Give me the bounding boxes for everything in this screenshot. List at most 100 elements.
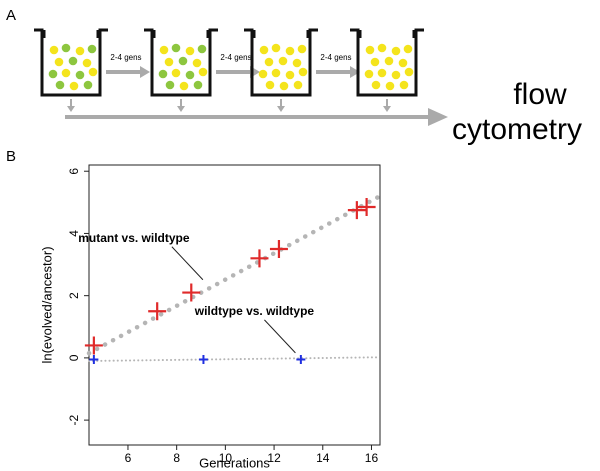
cell [192, 58, 202, 68]
trend-line [86, 193, 383, 356]
cell [385, 81, 395, 91]
step-label: 2-4 gens [110, 53, 141, 62]
cell [278, 56, 288, 66]
plot-frame [88, 164, 381, 446]
cell [158, 69, 168, 79]
cell [55, 80, 65, 90]
point [84, 336, 103, 355]
x-tick-label: 16 [365, 451, 379, 465]
beaker [144, 28, 218, 97]
beaker [350, 28, 424, 97]
cell [271, 68, 281, 78]
y-tick-label: 2 [67, 292, 81, 299]
cell [198, 67, 208, 77]
y-tick-label: 4 [67, 230, 81, 237]
y-tick-label: 6 [67, 168, 81, 175]
point [182, 283, 201, 302]
arrowhead [428, 108, 448, 126]
step-arrowhead [350, 66, 360, 78]
cell [371, 80, 381, 90]
cell [193, 80, 203, 90]
cell [285, 70, 295, 80]
y-axis-label: ln(evolved/ancestor) [39, 246, 54, 363]
diagram: flow cytometry [65, 78, 582, 146]
cell [259, 45, 269, 55]
panel-label: B [6, 148, 16, 165]
cell [75, 70, 85, 80]
cell [377, 43, 387, 53]
point [148, 302, 167, 321]
annotation: mutant vs. wildtype [78, 231, 190, 245]
cell [298, 67, 308, 77]
beaker [244, 28, 318, 97]
cell [61, 68, 71, 78]
cell [279, 81, 289, 91]
cell [377, 68, 387, 78]
output-label: cytometry [452, 113, 582, 146]
point [89, 354, 99, 364]
cell [404, 67, 414, 77]
cell [384, 56, 394, 66]
cell [297, 44, 307, 54]
cell [264, 57, 274, 67]
cell [265, 80, 275, 90]
point [198, 354, 208, 364]
cell [399, 80, 409, 90]
y-tick-label: 0 [67, 354, 81, 361]
point [347, 201, 366, 220]
down-arrowhead [383, 106, 391, 112]
x-axis-label: Generations [199, 455, 270, 470]
cell [403, 44, 413, 54]
cell [165, 80, 175, 90]
cell [82, 58, 92, 68]
x-tick-label: 10 [219, 451, 233, 465]
annotation-arrow [264, 319, 296, 354]
cell [88, 67, 98, 77]
cell [171, 43, 181, 53]
annotation-arrow [171, 246, 204, 281]
cell [391, 46, 401, 56]
cell [391, 70, 401, 80]
cell [178, 56, 188, 66]
cell [271, 43, 281, 53]
annotation: wildtype vs. wildtype [194, 304, 315, 318]
cell [179, 81, 189, 91]
step-arrowhead [140, 66, 150, 78]
cell [83, 80, 93, 90]
cell [285, 46, 295, 56]
cell [185, 46, 195, 56]
y-tick-label: -2 [67, 414, 81, 425]
x-tick-label: 12 [267, 451, 281, 465]
cell [87, 44, 97, 54]
cell [159, 45, 169, 55]
output-label: flow [513, 78, 567, 111]
cell [197, 44, 207, 54]
cell [49, 45, 59, 55]
point [357, 198, 376, 216]
cell [364, 69, 374, 79]
cell [75, 46, 85, 56]
cell [171, 68, 181, 78]
cell [164, 57, 174, 67]
cell [293, 80, 303, 90]
x-tick-label: 6 [125, 451, 132, 465]
down-arrowhead [277, 106, 285, 112]
cell [68, 56, 78, 66]
cell [54, 57, 64, 67]
cell [61, 43, 71, 53]
point [296, 354, 306, 364]
x-tick-label: 8 [173, 451, 180, 465]
x-tick-label: 14 [316, 451, 330, 465]
trend-line [88, 356, 381, 362]
beaker [34, 28, 108, 97]
point [269, 240, 288, 258]
cell [48, 69, 58, 79]
cell [398, 58, 408, 68]
point [250, 249, 269, 268]
step-label: 2-4 gens [220, 53, 251, 62]
down-arrowhead [177, 106, 185, 112]
cell [69, 81, 79, 91]
cell [185, 70, 195, 80]
cell [370, 57, 380, 67]
